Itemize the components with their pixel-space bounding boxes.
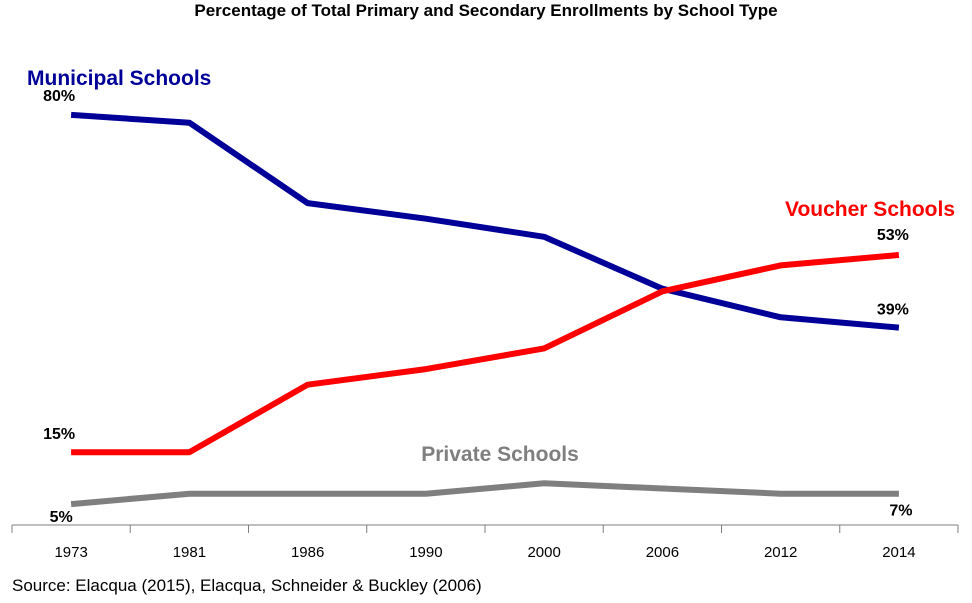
x-tick-label: 2006 bbox=[646, 544, 679, 561]
data-label: 53% bbox=[877, 227, 909, 244]
x-tick-label: 1986 bbox=[291, 544, 324, 561]
x-tick-label: 2014 bbox=[882, 544, 915, 561]
source-note: Source: Elacqua (2015), Elacqua, Schneid… bbox=[12, 576, 482, 595]
data-label: 80% bbox=[43, 88, 75, 105]
x-tick-label: 1973 bbox=[54, 544, 87, 561]
data-label: 7% bbox=[889, 503, 912, 520]
chart-title: Percentage of Total Primary and Secondar… bbox=[194, 1, 778, 20]
series-label: Municipal Schools bbox=[27, 67, 211, 90]
series-label: Private Schools bbox=[421, 443, 579, 466]
series-lines bbox=[70, 111, 900, 508]
series-line-private-schools bbox=[70, 480, 899, 508]
series-label: Voucher Schools bbox=[785, 198, 955, 221]
x-tick-label: 2000 bbox=[527, 544, 560, 561]
series-line-voucher-schools bbox=[71, 252, 900, 456]
series-line-municipal-schools bbox=[70, 111, 900, 331]
data-label: 39% bbox=[877, 302, 909, 319]
data-label: 15% bbox=[43, 426, 75, 443]
x-axis: 1973 1981 1986 1990 2000 2006 2012 2014 bbox=[11, 524, 959, 561]
x-tick-label: 1990 bbox=[409, 544, 442, 561]
data-labels: 80% 39% 15% 53% 5% 7% bbox=[43, 88, 912, 526]
data-label: 5% bbox=[50, 509, 73, 526]
x-tick-label: 2012 bbox=[764, 544, 797, 561]
series-labels: Municipal Schools Voucher Schools Private … bbox=[27, 67, 955, 466]
x-tick-label: 1981 bbox=[173, 544, 206, 561]
line-chart: 1973 1981 1986 1990 2000 2006 2012 2014 80% 39% 1… bbox=[11, 67, 959, 561]
